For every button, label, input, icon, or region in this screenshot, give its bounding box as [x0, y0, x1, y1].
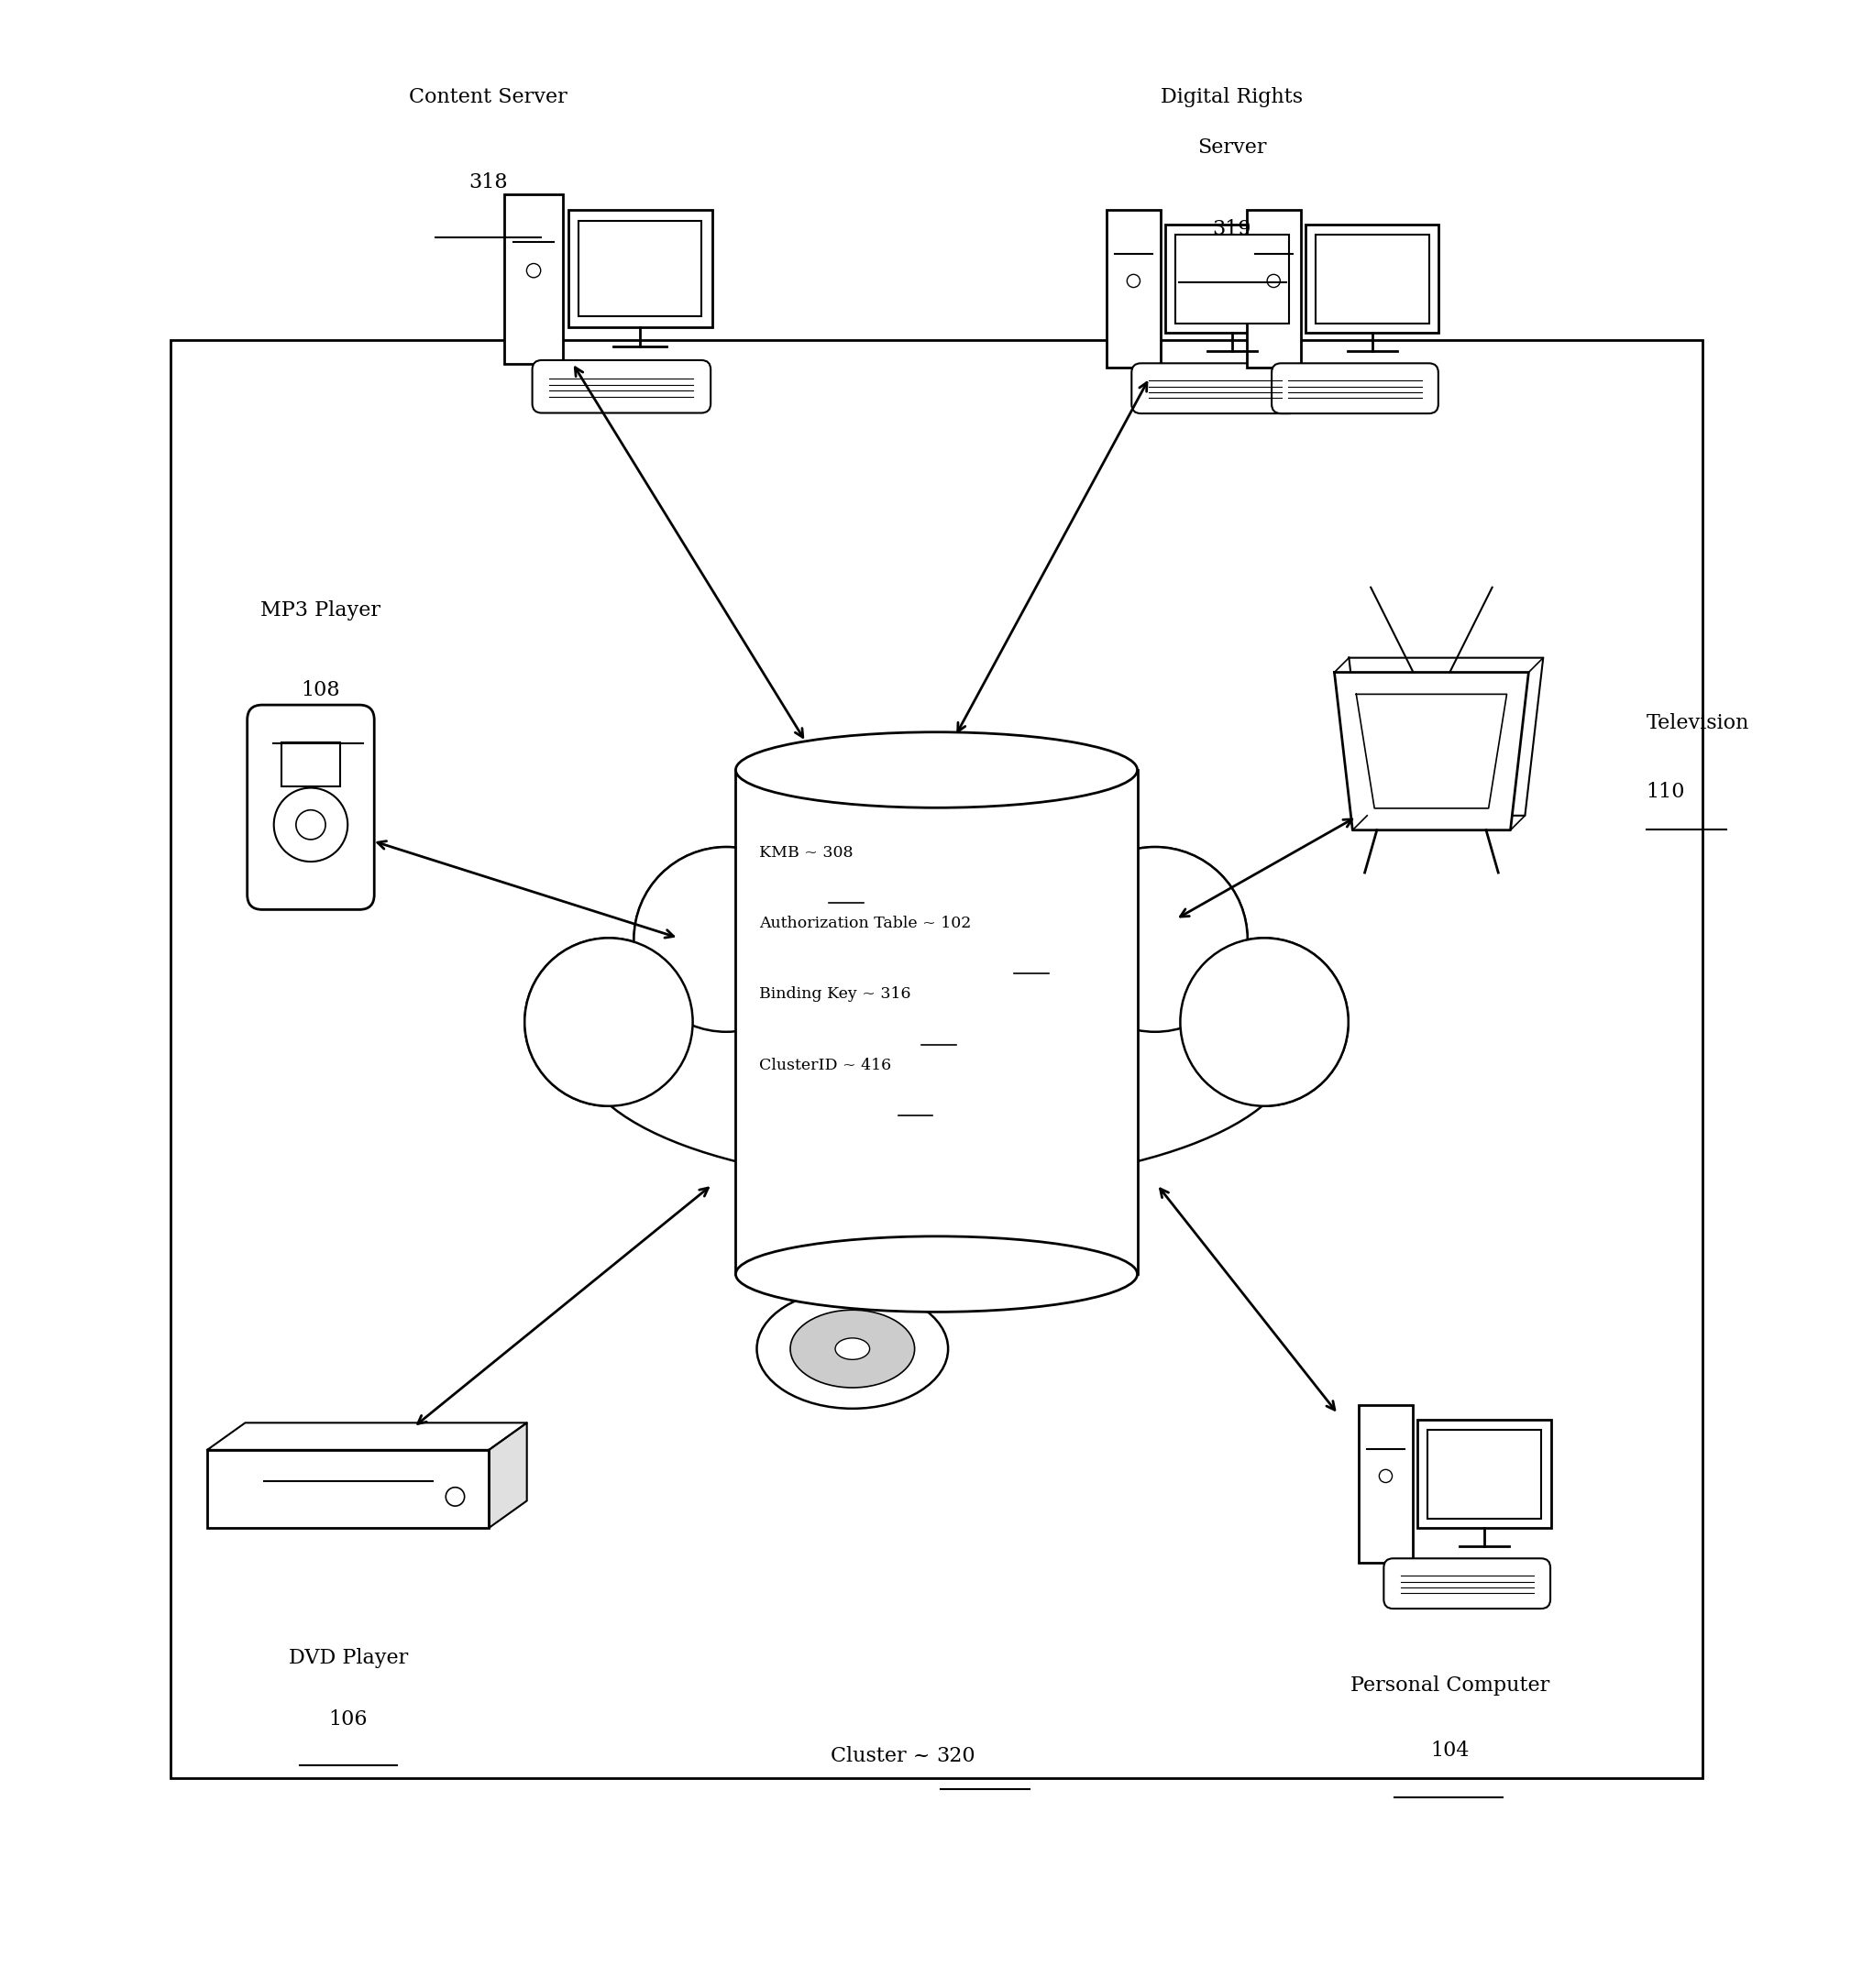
Text: 110: 110: [1646, 781, 1686, 803]
Circle shape: [1062, 847, 1247, 1032]
Polygon shape: [1356, 694, 1506, 809]
Bar: [1247, 211, 1300, 368]
Circle shape: [633, 847, 819, 1032]
Circle shape: [446, 1487, 465, 1507]
Bar: [579, 221, 701, 316]
Bar: [504, 195, 564, 364]
Circle shape: [526, 264, 541, 278]
Text: 108: 108: [300, 680, 339, 700]
Bar: [208, 1449, 489, 1529]
Circle shape: [273, 787, 348, 861]
Text: Television: Television: [1646, 714, 1749, 734]
Text: 320: 320: [936, 1745, 976, 1765]
Text: KMB ~ 308: KMB ~ 308: [759, 845, 852, 861]
Ellipse shape: [736, 732, 1137, 807]
Circle shape: [757, 775, 966, 986]
Circle shape: [633, 847, 819, 1032]
Bar: [1305, 225, 1438, 334]
Circle shape: [296, 809, 326, 839]
FancyBboxPatch shape: [1131, 364, 1298, 414]
Circle shape: [633, 847, 819, 1032]
Polygon shape: [208, 1423, 526, 1449]
Circle shape: [907, 775, 1116, 986]
Text: Binding Key ~ 316: Binding Key ~ 316: [759, 986, 910, 1002]
Bar: [1165, 225, 1298, 334]
Circle shape: [1062, 847, 1247, 1032]
Bar: [1107, 211, 1161, 368]
Text: DVD Player: DVD Player: [288, 1648, 408, 1668]
FancyBboxPatch shape: [532, 360, 710, 414]
Circle shape: [757, 775, 966, 986]
Bar: [1358, 1406, 1412, 1563]
Ellipse shape: [579, 918, 1294, 1185]
Text: Personal Computer: Personal Computer: [1350, 1676, 1549, 1696]
FancyBboxPatch shape: [247, 706, 375, 911]
Circle shape: [524, 938, 693, 1105]
Circle shape: [524, 938, 693, 1105]
Polygon shape: [489, 1423, 526, 1529]
Text: Authorization Table ~ 102: Authorization Table ~ 102: [759, 916, 972, 930]
Text: Cluster ~: Cluster ~: [830, 1745, 936, 1765]
Text: Content Server: Content Server: [408, 87, 568, 107]
Ellipse shape: [579, 918, 1294, 1185]
Circle shape: [1128, 274, 1141, 288]
Text: ClusterID ~ 416: ClusterID ~ 416: [759, 1058, 892, 1074]
Circle shape: [1180, 938, 1349, 1105]
Text: 104: 104: [1431, 1741, 1470, 1761]
Text: 106: 106: [328, 1710, 367, 1730]
Bar: [568, 211, 712, 326]
Circle shape: [1062, 847, 1247, 1032]
Ellipse shape: [835, 1338, 869, 1360]
Ellipse shape: [736, 1237, 1137, 1312]
Circle shape: [1379, 1469, 1392, 1483]
Bar: [1315, 235, 1429, 324]
Polygon shape: [1334, 672, 1528, 831]
Text: MP3 Player: MP3 Player: [260, 600, 380, 620]
Bar: [170, 340, 1703, 1779]
Text: 318: 318: [468, 173, 508, 193]
FancyBboxPatch shape: [1272, 364, 1438, 414]
FancyBboxPatch shape: [1384, 1559, 1551, 1608]
Bar: [1176, 235, 1289, 324]
Bar: [1418, 1419, 1551, 1529]
Circle shape: [1268, 274, 1279, 288]
Bar: [736, 769, 1137, 1274]
Circle shape: [907, 775, 1116, 986]
Circle shape: [1180, 938, 1349, 1105]
Circle shape: [524, 938, 693, 1105]
Circle shape: [757, 775, 966, 986]
Bar: [1427, 1429, 1541, 1519]
Text: 319: 319: [1212, 219, 1251, 239]
Ellipse shape: [790, 1310, 914, 1388]
Ellipse shape: [757, 1288, 948, 1409]
Polygon shape: [1349, 658, 1543, 815]
Bar: [281, 744, 339, 787]
Text: Digital Rights: Digital Rights: [1161, 87, 1304, 107]
Text: Server: Server: [1197, 137, 1266, 157]
Circle shape: [907, 775, 1116, 986]
Circle shape: [1180, 938, 1349, 1105]
